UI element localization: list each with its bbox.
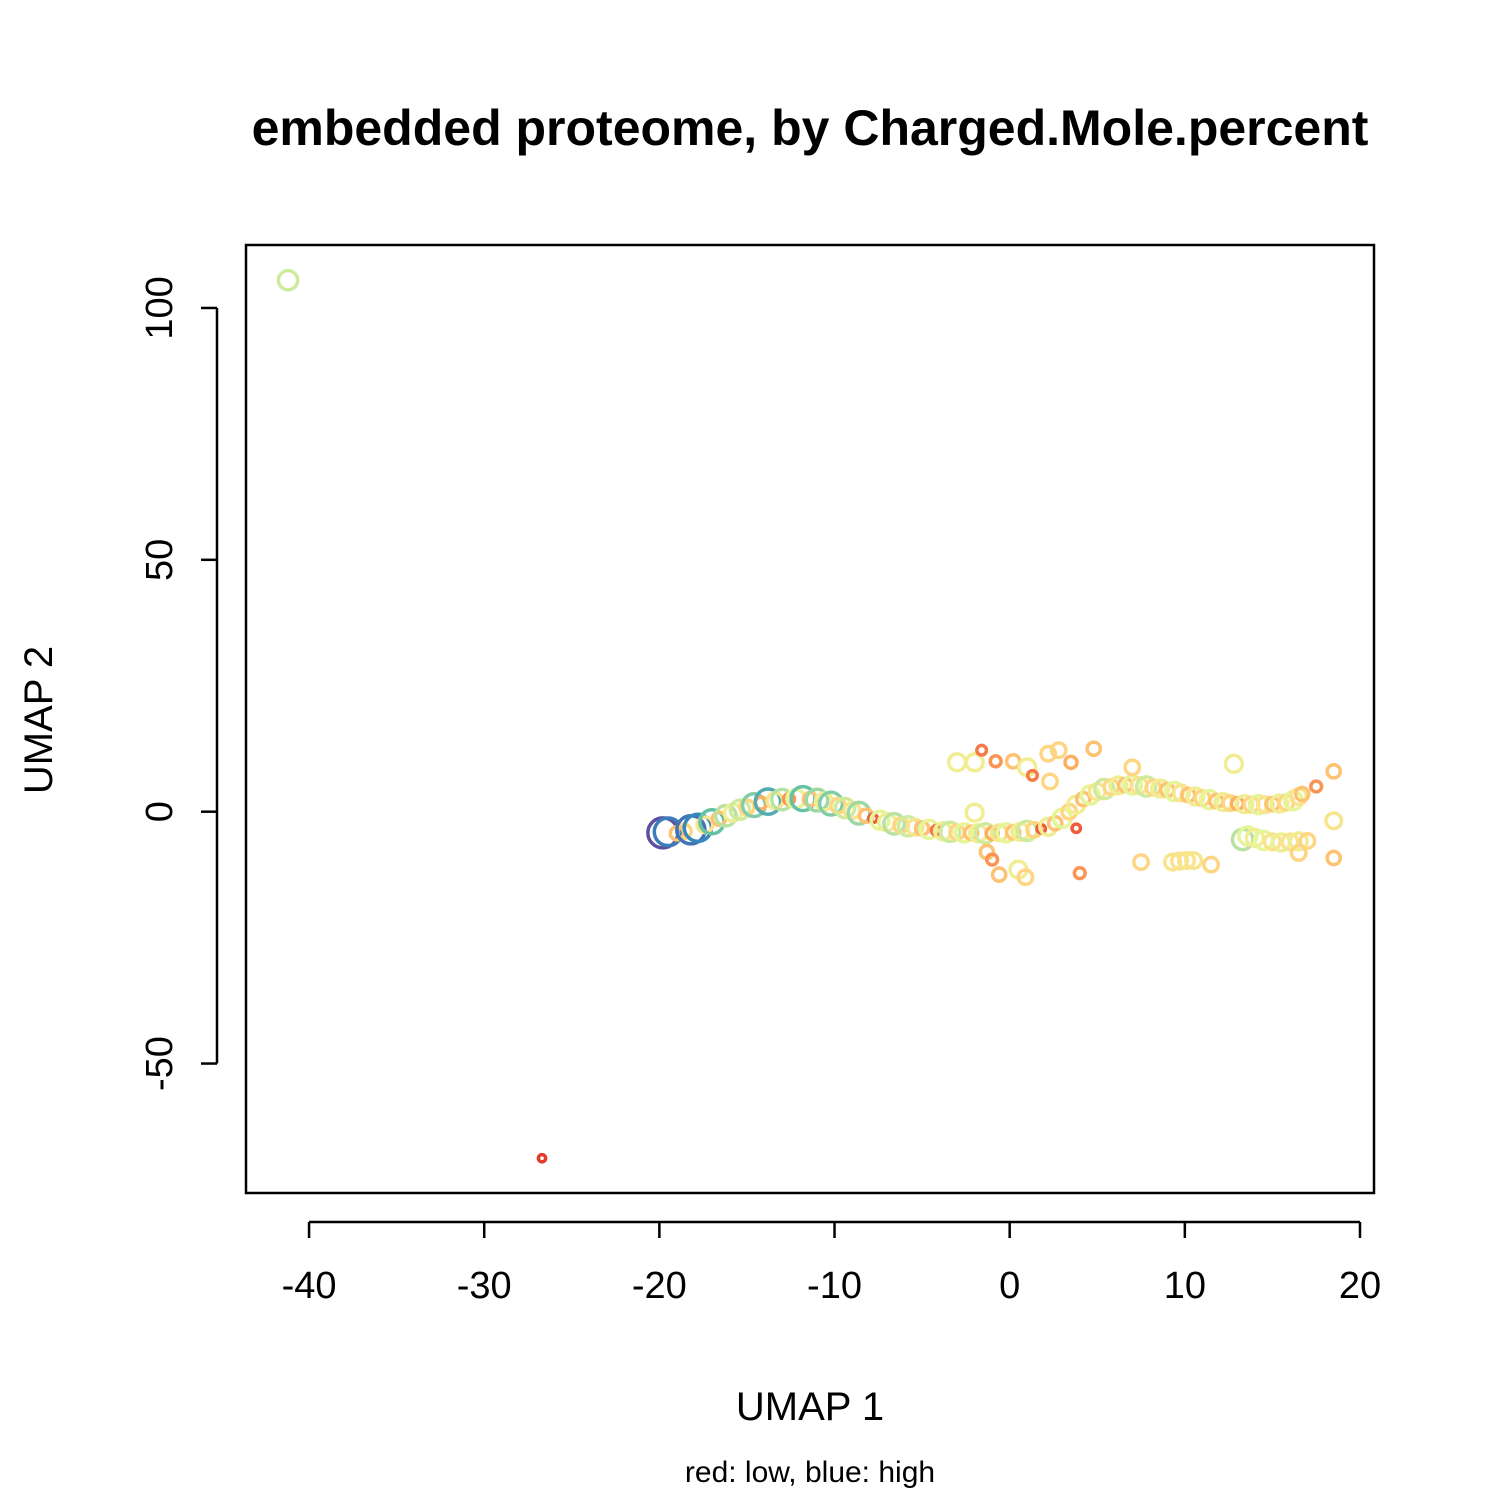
data-point bbox=[1309, 779, 1324, 794]
x-tick-label: -20 bbox=[632, 1265, 687, 1307]
x-tick-label: 20 bbox=[1339, 1265, 1381, 1307]
data-point bbox=[988, 754, 1003, 769]
data-point bbox=[1177, 850, 1197, 871]
x-tick-label: -40 bbox=[282, 1265, 337, 1307]
data-point bbox=[276, 268, 300, 292]
y-tick-label: 50 bbox=[139, 539, 181, 581]
data-point bbox=[1293, 785, 1311, 803]
x-axis: -40 -30 -20 -10 0 10 20 bbox=[282, 1220, 1381, 1307]
data-point bbox=[964, 752, 985, 773]
data-point bbox=[833, 796, 857, 820]
data-point bbox=[953, 822, 975, 844]
data-point bbox=[985, 852, 1000, 867]
data-point bbox=[817, 790, 845, 817]
data-point bbox=[946, 752, 968, 773]
data-point bbox=[1041, 772, 1059, 791]
data-point bbox=[1150, 778, 1171, 799]
data-point bbox=[995, 822, 1017, 844]
data-point bbox=[1198, 788, 1221, 811]
data-point bbox=[1134, 775, 1158, 798]
data-point bbox=[1049, 741, 1068, 760]
data-point bbox=[1184, 850, 1204, 871]
data-point bbox=[1255, 795, 1275, 815]
data-point bbox=[1289, 844, 1308, 862]
data-point bbox=[1202, 855, 1221, 874]
data-point bbox=[536, 1152, 548, 1164]
data-point bbox=[1324, 811, 1344, 831]
data-point bbox=[1123, 758, 1142, 777]
data-point bbox=[975, 743, 989, 757]
data-point bbox=[1298, 831, 1317, 850]
data-point bbox=[1072, 865, 1087, 881]
data-point bbox=[728, 798, 752, 822]
data-point bbox=[1325, 849, 1343, 867]
plot-frame bbox=[244, 243, 1376, 1195]
data-point bbox=[990, 866, 1008, 883]
data-point bbox=[1325, 763, 1343, 780]
data-point bbox=[1046, 814, 1064, 832]
data-point bbox=[1039, 744, 1058, 763]
y-tick-label: 100 bbox=[139, 276, 181, 339]
data-point bbox=[882, 811, 907, 836]
points-layer bbox=[276, 268, 1344, 1164]
data-point bbox=[1016, 868, 1035, 887]
data-point bbox=[973, 821, 997, 845]
x-tick-label: 0 bbox=[999, 1265, 1020, 1307]
data-point bbox=[905, 817, 925, 837]
data-point bbox=[1063, 754, 1079, 771]
y-tick-label: -50 bbox=[139, 1036, 181, 1091]
data-point bbox=[1269, 793, 1290, 814]
data-point bbox=[1025, 768, 1039, 782]
data-point bbox=[1223, 753, 1245, 774]
data-point bbox=[1280, 832, 1300, 852]
data-point bbox=[804, 787, 830, 813]
data-point bbox=[1108, 775, 1129, 796]
data-point bbox=[1185, 786, 1206, 807]
data-point bbox=[1288, 831, 1309, 852]
data-point bbox=[846, 800, 872, 826]
chart-subtitle: red: low, blue: high bbox=[685, 1456, 935, 1489]
data-point bbox=[1132, 853, 1150, 872]
data-point bbox=[1085, 740, 1103, 758]
data-point bbox=[1234, 793, 1255, 815]
chart-title: embedded proteome, by Charged.Mole.perce… bbox=[252, 100, 1369, 156]
data-point bbox=[753, 787, 783, 816]
x-tick-label: 10 bbox=[1164, 1265, 1206, 1307]
y-tick-label: 0 bbox=[139, 801, 181, 822]
data-point bbox=[938, 820, 962, 844]
y-axis: -50 0 50 100 bbox=[139, 276, 219, 1091]
data-point bbox=[964, 802, 985, 823]
x-tick-label: -10 bbox=[807, 1265, 862, 1307]
x-tick-label: -30 bbox=[457, 1265, 512, 1307]
y-axis-label: UMAP 2 bbox=[17, 646, 61, 794]
data-point bbox=[1262, 832, 1282, 852]
data-point bbox=[1092, 777, 1116, 801]
data-point bbox=[918, 818, 940, 841]
data-point bbox=[1070, 822, 1083, 835]
x-axis-label: UMAP 1 bbox=[736, 1385, 884, 1429]
data-point bbox=[896, 814, 920, 838]
